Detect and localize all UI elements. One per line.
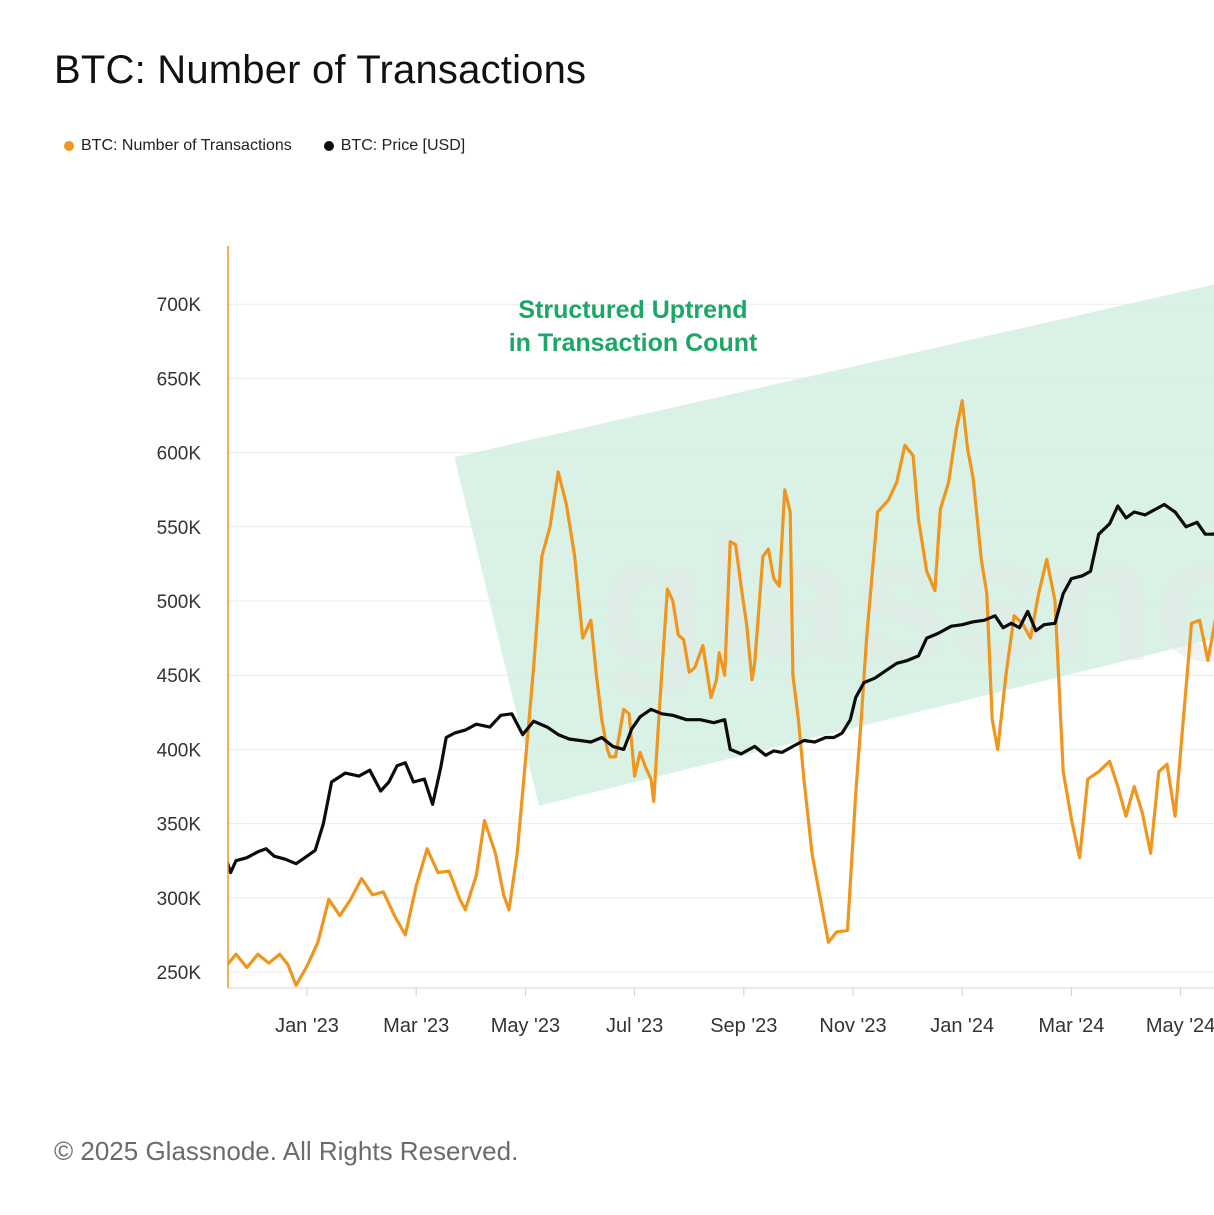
y-tick-label: 450K <box>157 666 202 687</box>
y-tick-label: 400K <box>157 740 202 761</box>
y-tick-label: 300K <box>157 889 202 910</box>
x-tick-label: Mar '24 <box>1038 1015 1104 1037</box>
y-tick-label: 350K <box>157 815 202 836</box>
legend-item-transactions[interactable]: BTC: Number of Transactions <box>64 137 292 155</box>
watermark: glassnode <box>600 503 1214 698</box>
series-line-transactions[interactable] <box>226 399 1214 988</box>
uptrend-band <box>454 284 1214 806</box>
annotation-text-line-2: in Transaction Count <box>509 329 758 357</box>
legend-item-price[interactable]: BTC: Price [USD] <box>323 137 466 155</box>
y-tick-label: 550K <box>157 518 202 539</box>
y-tick-label: 500K <box>157 592 202 613</box>
x-tick-label: Jan '23 <box>275 1015 339 1037</box>
x-tick-label: Sep '23 <box>710 1015 777 1037</box>
x-tick-label: Mar '23 <box>383 1015 449 1037</box>
x-tick-label: Jul '23 <box>606 1015 663 1037</box>
x-tick-label: May '24 <box>1146 1015 1214 1037</box>
legend: BTC: Number of Transactions BTC: Price [… <box>64 137 465 155</box>
copyright-notice: © 2025 Glassnode. All Rights Reserved. <box>54 1136 519 1166</box>
legend-label-transactions: BTC: Number of Transactions <box>81 137 292 154</box>
y-tick-label: 250K <box>157 963 202 984</box>
series-line-price[interactable] <box>226 502 1214 875</box>
y-tick-label: 650K <box>157 369 202 390</box>
x-axis: Jan '23 Mar '23 May '23 Jul '23 Sep '23 Nov '… <box>228 987 1214 1037</box>
y-tick-label: 600K <box>157 444 202 465</box>
legend-dot-transactions <box>64 141 74 151</box>
legend-label-price: BTC: Price [USD] <box>340 137 466 154</box>
x-tick-label: May '23 <box>491 1015 560 1037</box>
annotation-text-line-1: Structured Uptrend <box>518 296 747 324</box>
y-tick-label: 700K <box>157 295 202 316</box>
chart-title: BTC: Number of Transactions <box>54 48 587 92</box>
x-tick-label: Nov '23 <box>819 1015 886 1037</box>
legend-dot-price <box>323 141 334 151</box>
x-tick-label: Jan '24 <box>930 1015 994 1037</box>
y-axis: 250K 300K 350K 400K 450K 500K 550K 600K 650K 700K <box>157 295 202 984</box>
